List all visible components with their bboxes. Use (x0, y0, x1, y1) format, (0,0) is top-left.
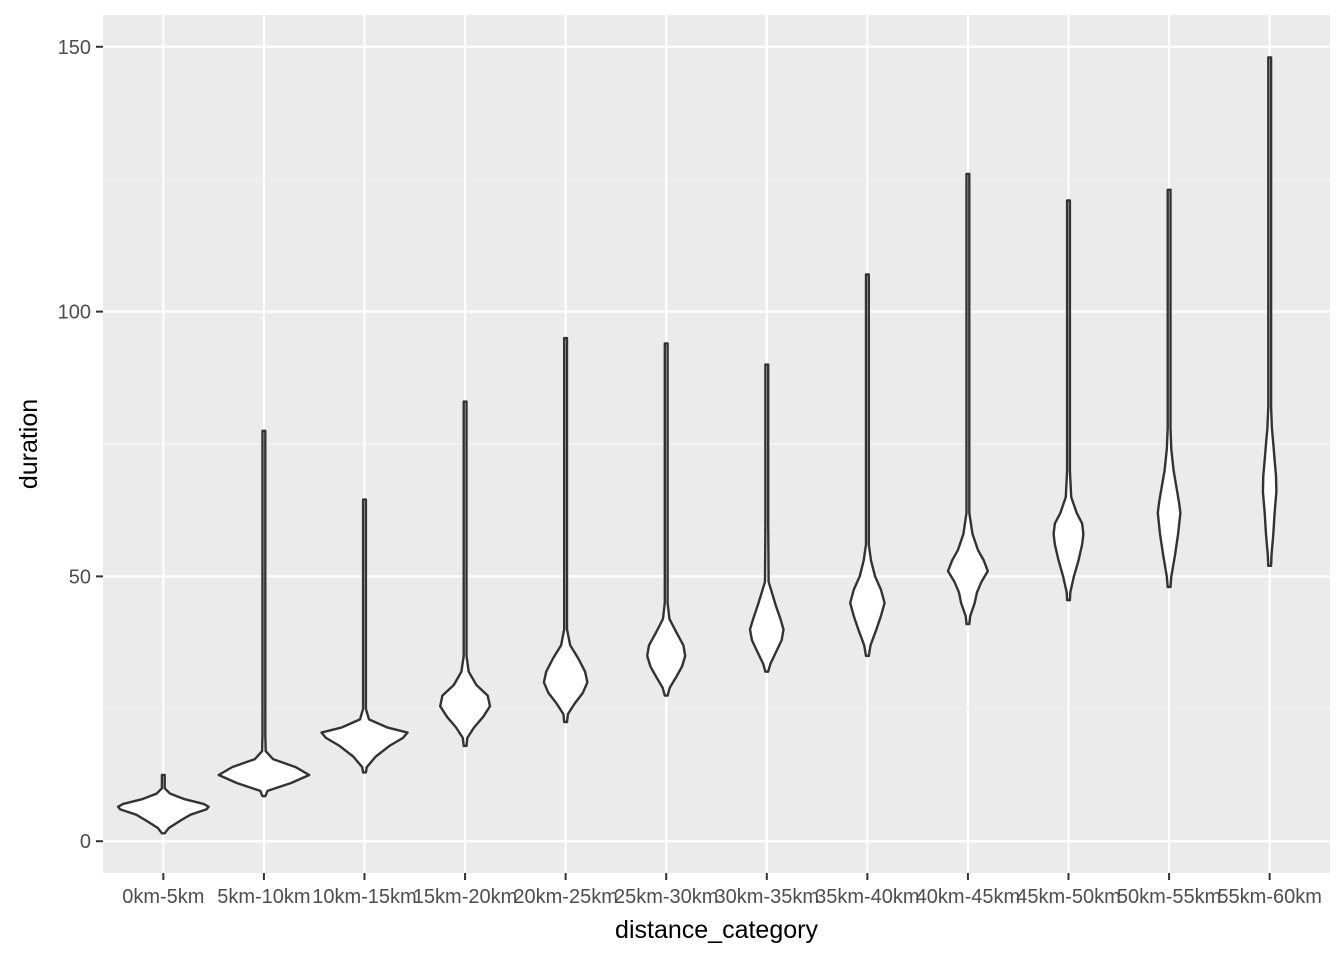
violin-45km-50km (1052, 199, 1085, 602)
minor-gridlines (103, 178, 1330, 710)
y-tick-label: 150 (58, 37, 91, 59)
violin-20km-25km (542, 336, 589, 724)
x-tick-label: 30km-35km (715, 886, 819, 908)
violin-15km-20km (439, 400, 492, 748)
x-tick-label: 35km-40km (815, 886, 919, 908)
violin-25km-30km (646, 342, 687, 697)
x-axis-title: distance_category (615, 916, 818, 944)
violin-50km-55km (1156, 188, 1182, 589)
violin-10km-15km (320, 498, 409, 774)
violin-layer (116, 56, 1278, 835)
x-tick-label: 5km-10km (217, 886, 310, 908)
violin-40km-45km (946, 172, 989, 626)
x-tick-label: 55km-60km (1217, 886, 1321, 908)
x-tick-label: 50km-55km (1117, 886, 1221, 908)
violin-30km-35km (748, 363, 785, 673)
violin-55km-60km (1261, 56, 1278, 567)
x-tick-label: 20km-25km (513, 886, 617, 908)
y-tick-label: 100 (58, 302, 91, 324)
x-tick-label: 45km-50km (1016, 886, 1120, 908)
violin-35km-40km (849, 273, 886, 658)
x-tick-label: 40km-45km (916, 886, 1020, 908)
y-axis-title: duration (15, 399, 43, 489)
x-axis: 0km-5km 5km-10km 10km-15km15km-20km20km-25… (122, 873, 1322, 908)
y-tick-label: 50 (69, 566, 91, 588)
x-tick-label: 10km-15km (312, 886, 416, 908)
x-tick-label: 25km-30km (614, 886, 718, 908)
y-tick-label: 0 (80, 831, 91, 853)
y-axis: 0 50 100 150 (58, 37, 103, 853)
violin-5km-10km (217, 429, 311, 798)
x-tick-label: 15km-20km (413, 886, 517, 908)
x-tick-label: 0km-5km (122, 886, 204, 908)
violin-0km-5km (116, 773, 210, 835)
